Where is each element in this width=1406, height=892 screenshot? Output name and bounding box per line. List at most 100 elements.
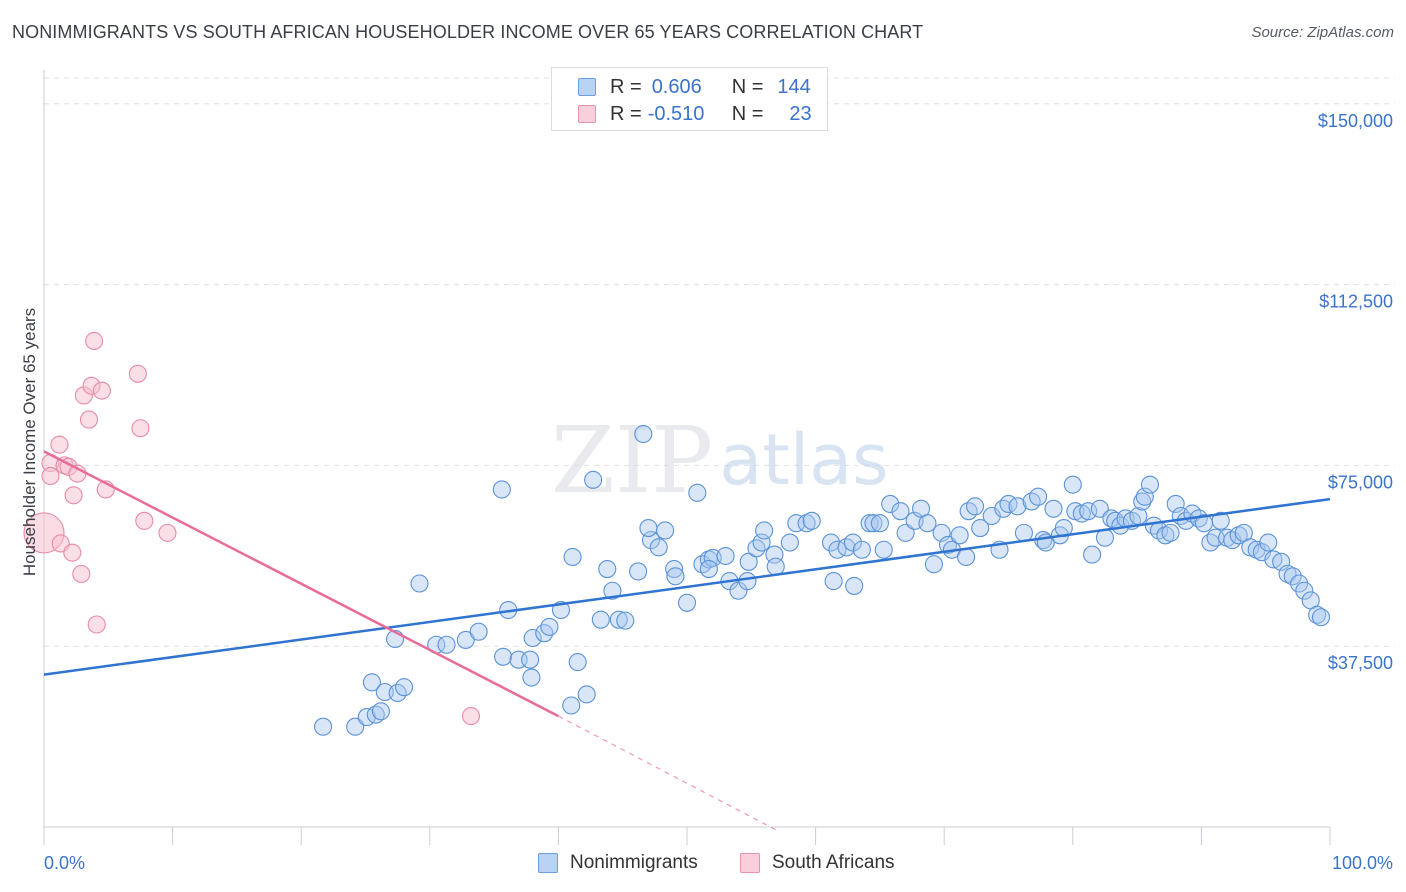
nonimmigrants-point [1029,487,1048,506]
south-africans-point [64,486,83,505]
nonimmigrants-point [852,540,871,559]
watermark-zip: ZIP [551,407,713,514]
nonimmigrants-point [738,572,757,591]
legend-swatch-blue [578,78,596,96]
nonimmigrants-trend-line [43,497,1331,676]
nonimmigrants-point [1283,567,1302,586]
nonimmigrants-point [598,559,617,579]
legend-r-label: R = [610,102,642,125]
legend-swatch-pink [578,105,596,123]
nonimmigrants-point [1166,494,1185,513]
nonimmigrants-point [666,567,685,586]
nonimmigrants-point [456,630,475,649]
bottom-legend-swatch-pink [740,853,760,873]
nonimmigrants-point [918,514,937,533]
nonimmigrants-point [584,470,603,489]
legend-n-value: 144 [777,75,811,98]
legend-r-label: R = [610,75,642,98]
nonimmigrants-point [824,572,843,591]
legend-r-value: -0.510 [647,102,705,125]
axes [43,70,1331,845]
nonimmigrants-point [629,562,648,581]
watermark: ZIP atlas [551,407,889,514]
nonimmigrants-point [1161,523,1180,542]
nonimmigrants-point [562,696,581,715]
south-africans-point [128,364,147,383]
south-africans-trend-line [43,450,559,718]
south-africans-point [135,511,154,530]
nonimmigrants-point [982,506,1001,526]
south-africans-point [461,707,481,726]
legend-n-label: N = [731,75,764,98]
nonimmigrants-point [639,519,658,538]
nonimmigrants-point [845,576,864,595]
nonimmigrants-point [755,521,774,540]
nonimmigrants-point [729,581,748,600]
nonimmigrants-point [577,685,596,704]
south-africans-point [85,331,104,351]
south-africans-trend-extension [558,715,778,831]
nonimmigrants-points [314,424,1331,736]
nonimmigrants-point [957,547,976,567]
south-africans-point [92,381,111,400]
x-tick-label-min: 0.0% [44,853,85,873]
nonimmigrants-point [603,581,622,600]
nonimmigrants-point [616,611,635,630]
nonimmigrants-point [1083,545,1102,564]
nonimmigrants-point [522,668,541,687]
chart-source: Source: ZipAtlas.com [1251,24,1394,41]
nonimmigrants-point [346,717,365,736]
nonimmigrants-point [1211,511,1230,530]
nonimmigrants-point [891,502,910,521]
nonimmigrants-point [366,705,385,724]
y-tick-label: $112,500 [1319,292,1393,312]
nonimmigrants-point [314,717,333,736]
nonimmigrants-point [362,673,381,692]
nonimmigrants-point [665,559,684,579]
bottom-legend-nonimmigrants: Nonimmigrants [538,850,698,876]
nonimmigrants-point [864,514,883,533]
nonimmigrants-point [924,555,943,574]
nonimmigrants-point [1008,497,1027,516]
bottom-legend-label: South Africans [772,852,895,873]
chart-title: NONIMMIGRANTS VS SOUTH AFRICAN HOUSEHOLD… [12,22,924,42]
nonimmigrants-point [780,533,799,552]
nonimmigrants-point [677,593,697,612]
nonimmigrants-point [1295,581,1314,600]
south-africans-points [23,331,481,726]
nonimmigrants-point [874,540,893,559]
nonimmigrants-point [966,497,985,516]
nonimmigrants-point [492,480,511,499]
nonimmigrants-point [649,538,668,557]
south-africans-point [87,615,106,634]
nonimmigrants-point [1133,492,1152,511]
legend-n-value: 23 [789,102,812,125]
legend-n-label: N = [731,102,764,125]
nonimmigrants-point [656,521,675,540]
nonimmigrants-point [699,559,718,579]
nonimmigrants-point [634,424,653,444]
nonimmigrants-point [1135,487,1154,506]
x-tick-label-max: 100.0% [1332,853,1393,873]
nonimmigrants-point [787,514,806,533]
south-africans-point [50,435,69,454]
bottom-legend-swatch-blue [538,853,558,873]
nonimmigrants-point [609,610,628,629]
nonimmigrants-point [802,511,821,530]
legend-r-value: 0.606 [651,75,702,98]
nonimmigrants-point [437,635,456,654]
south-africans-point [41,466,60,486]
south-africans-point [158,523,177,542]
south-africans-point [131,419,150,438]
nonimmigrants-point [591,610,610,629]
nonimmigrants-point [688,483,707,502]
nonimmigrants-point [1140,475,1160,494]
legend-row-south-africans: R = -0.510 N = 23 [578,102,812,126]
nonimmigrants-point [563,547,582,567]
nonimmigrants-point [870,514,889,533]
nonimmigrants-point [1201,533,1220,552]
south-africans-point [79,410,99,429]
nonimmigrants-point [371,702,390,721]
bottom-legend-south-africans: South Africans [740,850,895,876]
